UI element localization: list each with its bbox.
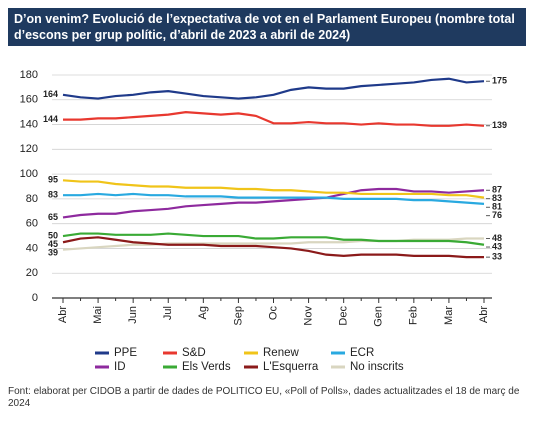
legend-label: No inscrits: [350, 361, 404, 373]
series-line: [62, 237, 484, 251]
end-label: 175: [492, 76, 507, 86]
series-line: [62, 179, 485, 199]
start-label: 83: [48, 190, 58, 200]
x-tick-label: Nov: [302, 306, 314, 326]
chart: 0 20 40 60 80 100 120 140 160 180 Abr Mai Jun Jul Ag Se…: [20, 69, 507, 373]
start-label: 144: [43, 114, 58, 124]
series-line: [62, 187, 485, 219]
x-tick-label: Sep: [232, 306, 244, 326]
legend-label: Els Verds: [182, 361, 231, 373]
end-label: 139: [492, 120, 507, 130]
legend-label: Renew: [263, 347, 299, 359]
x-tick-label: Oc: [267, 306, 279, 321]
y-tick-label: 120: [20, 143, 38, 155]
title-box: D’on venim? Evolució de l’expectativa de…: [8, 8, 526, 46]
end-label: 33: [492, 251, 502, 261]
x-tick-label: Jun: [127, 306, 139, 324]
series-line: [62, 236, 484, 259]
legend-label: ECR: [350, 347, 374, 359]
end-label: 83: [492, 193, 502, 203]
start-label: 65: [48, 212, 58, 222]
x-tick-label: Abr: [57, 306, 69, 323]
x-tick-label: Jul: [162, 306, 174, 320]
start-label: 95: [48, 175, 58, 185]
end-label: 76: [492, 210, 502, 220]
x-tick-label: Feb: [408, 306, 420, 325]
y-tick-label: 100: [20, 168, 38, 180]
legend-label: PPE: [114, 347, 137, 359]
y-tick-label: 20: [26, 267, 38, 279]
series-line: [63, 192, 485, 205]
x-tick-label: Mai: [92, 306, 104, 324]
legend-label: ID: [114, 361, 126, 373]
start-label: 50: [48, 230, 58, 240]
legend-label: S&D: [182, 347, 206, 359]
end-label: 81: [492, 202, 502, 212]
y-tick-label: 40: [26, 242, 38, 254]
x-tick-label: Gen: [373, 306, 385, 327]
x-tick-label: Abr: [478, 306, 490, 323]
y-tick-label: 180: [20, 69, 38, 81]
y-tick-label: 0: [32, 292, 38, 304]
x-tick-label: Dec: [338, 306, 350, 326]
y-tick-label: 160: [20, 94, 38, 106]
end-label: 87: [492, 185, 502, 195]
y-tick-label: 140: [20, 118, 38, 130]
end-label: 48: [492, 233, 502, 243]
end-label: 43: [492, 241, 502, 251]
y-tick-label: 80: [26, 193, 38, 205]
start-label: 164: [43, 89, 58, 99]
x-tick-label: Mar: [443, 306, 455, 325]
start-label: 45: [48, 239, 58, 249]
series-line: [62, 77, 485, 100]
source-note: Font: elaborat per CIDOB a partir de dad…: [8, 386, 520, 409]
y-tick-label: 60: [26, 218, 38, 230]
legend-label: L'Esquerra: [263, 361, 319, 373]
series-line: [62, 232, 485, 246]
series-line: [63, 111, 485, 127]
start-label: 39: [48, 247, 58, 257]
x-tick-label: Ag: [197, 306, 209, 319]
